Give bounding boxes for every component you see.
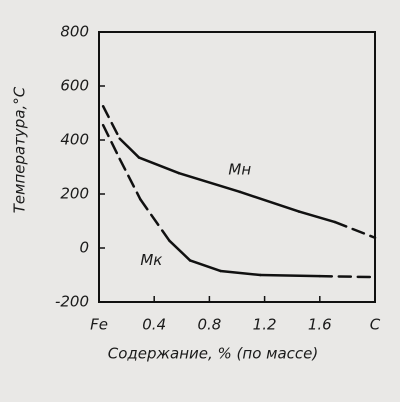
curve-segment (219, 269, 262, 277)
curve-segment (137, 156, 181, 175)
curve-segment (238, 190, 301, 213)
curve-segment (118, 137, 141, 159)
x-tick-label: 1.6 (308, 316, 332, 334)
curve-segment (101, 123, 121, 161)
y-tick-label: 200 (60, 185, 89, 203)
x-tick-label: 1.2 (253, 316, 277, 334)
plot-frame (98, 31, 376, 303)
curve-segment (297, 210, 337, 224)
y-tick-label: -200 (55, 293, 89, 311)
curve-segment (101, 105, 121, 140)
x-axis-title: Содержание, % (по массе) (108, 345, 319, 363)
curve-segment (168, 239, 192, 262)
y-tick-label: 600 (60, 77, 89, 95)
curve-segment (188, 259, 222, 273)
curve-segment (259, 273, 322, 278)
y-tick-label: 0 (79, 239, 89, 257)
x-tick-label: 0.4 (142, 316, 166, 334)
curve-segment (139, 198, 171, 242)
curve-segment (118, 157, 142, 201)
y-axis-title: Температура,°C (11, 86, 29, 213)
x-tick-label: C (370, 316, 381, 334)
curve-segment (318, 274, 377, 279)
series-label: Mн (228, 160, 251, 178)
x-tick-label: Fe (90, 316, 108, 334)
curve-segment (177, 171, 242, 194)
curve-segment (333, 220, 377, 239)
y-tick-label: 400 (60, 131, 89, 149)
y-tick-label: 800 (60, 23, 89, 41)
series-label: Mк (140, 251, 162, 269)
x-tick-label: 0.8 (197, 316, 221, 334)
